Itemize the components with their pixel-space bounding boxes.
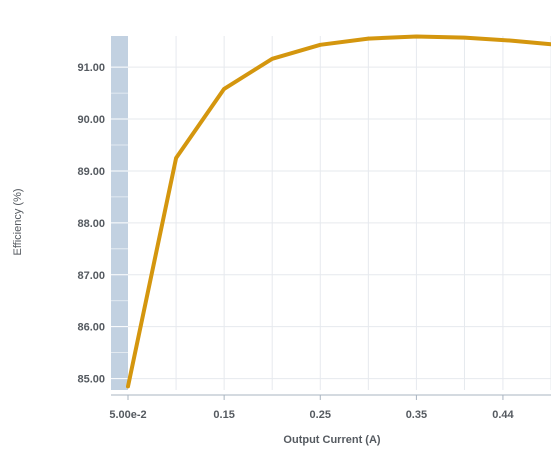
x-tick-label: 0.35 — [406, 409, 427, 421]
x-tick-label: 5.00e-2 — [109, 409, 146, 421]
y-tick-label: 86.00 — [77, 322, 105, 334]
x-tick-label: 0.15 — [213, 409, 234, 421]
y-axis-title: Efficiency (%) — [12, 188, 24, 255]
series-layer — [127, 35, 551, 388]
axis-layer — [111, 36, 551, 400]
y-tick-label: 87.00 — [77, 270, 105, 282]
efficiency-series-line — [128, 37, 551, 387]
data-point — [367, 37, 370, 40]
data-point — [127, 385, 130, 388]
y-tick-label: 85.00 — [77, 374, 105, 386]
data-point — [511, 39, 514, 42]
label-layer: Output Current (A) Efficiency (%) 85.00 8… — [12, 62, 515, 446]
y-tick-label: 91.00 — [77, 62, 105, 74]
x-axis-title: Output Current (A) — [283, 434, 380, 446]
x-tick-label: 0.44 — [492, 409, 514, 421]
data-point — [223, 87, 226, 90]
x-tick-label: 0.25 — [310, 409, 331, 421]
y-axis-band — [111, 36, 128, 390]
data-point — [319, 43, 322, 46]
grid-layer — [128, 36, 551, 390]
data-point — [271, 57, 274, 60]
y-tick-label: 90.00 — [77, 114, 105, 126]
data-point — [175, 156, 178, 159]
y-tick-label: 88.00 — [77, 218, 105, 230]
y-tick-label: 89.00 — [77, 166, 105, 178]
data-point — [415, 35, 418, 38]
data-point — [463, 36, 466, 39]
